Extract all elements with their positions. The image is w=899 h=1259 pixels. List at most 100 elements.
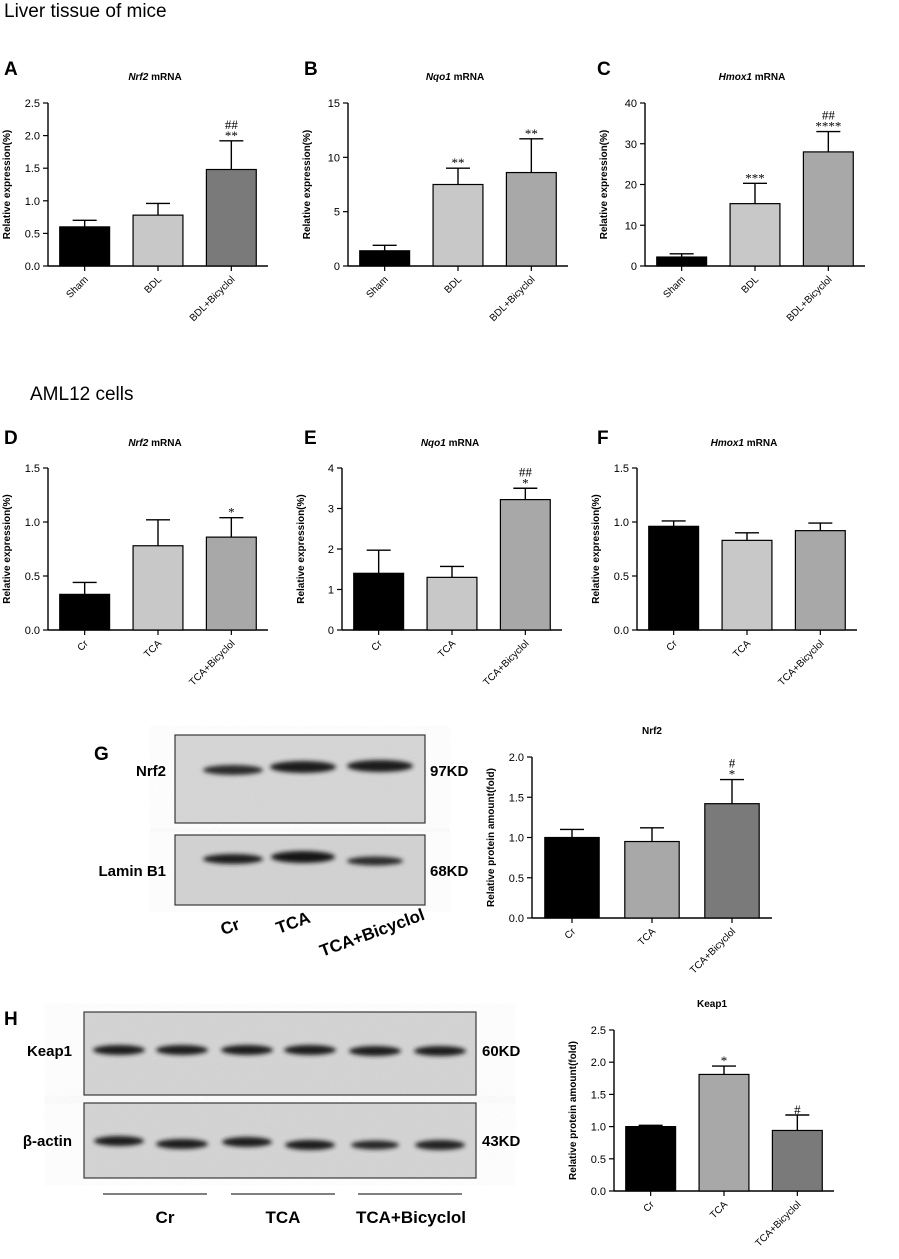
y-tick-label: 0.0 [614, 625, 629, 637]
chart-title-main: Nqo1 [421, 438, 446, 449]
x-tick-label: TCA+Bicyclol [688, 926, 738, 976]
y-tick-label: 0.5 [25, 228, 40, 240]
blot-band [415, 1140, 465, 1150]
bar [704, 803, 760, 919]
blot-band [347, 856, 403, 866]
chart-title-suffix: mRNA [148, 438, 181, 449]
blot-band [203, 854, 263, 864]
panel-letter-c: C [597, 59, 611, 80]
chart-title: Nqo1 mRNA [426, 72, 484, 83]
significance-marker: ## [822, 108, 836, 123]
blot-band [93, 1045, 145, 1055]
chart-title: Hmox1 mRNA [719, 72, 786, 83]
y-tick-label: 10 [328, 152, 340, 164]
bar [802, 151, 854, 267]
y-axis-label: Relative expression(%) [2, 130, 13, 240]
blot-size-label: 43KD [482, 1133, 521, 1150]
x-tick-label: Cr [370, 638, 386, 654]
y-tick-label: 1.0 [25, 196, 40, 208]
blot-strip-noise [84, 1012, 476, 1095]
bar [499, 498, 551, 631]
bar [205, 536, 257, 631]
x-tick-label: Cr [76, 638, 92, 654]
significance-marker: * [522, 475, 529, 490]
chart-title-main: Nrf2 [642, 726, 662, 737]
chart-panel-h: Keap1 Relative protein amount(fold) 0.0 0.5… [568, 999, 834, 1249]
blot-band [351, 1140, 399, 1150]
blot-category-label: Cr [218, 915, 243, 939]
chart-title: Nrf2 [642, 726, 662, 737]
blot-band [156, 1139, 208, 1149]
significance-marker: * [721, 1053, 728, 1068]
bar [721, 539, 773, 631]
x-tick-label: BDL [443, 274, 465, 296]
blot-row-label: Nrf2 [136, 763, 166, 780]
significance-marker: *** [745, 170, 765, 185]
blot-band [221, 1045, 273, 1055]
y-tick-label: 1.0 [509, 833, 524, 845]
bar [624, 840, 680, 919]
chart-panel-e: E Nqo1 mRNA Relative expression(%) 0 1 2 3 4 Cr T… [296, 428, 562, 688]
chart-panel-a: A Nrf2 mRNA Relative expression(%) 0.0 0.5 1.… [2, 59, 268, 324]
chart-title: Hmox1 mRNA [711, 438, 778, 449]
blot-band [271, 851, 335, 863]
western-blot-h: H Keap1 β-actin 60KD 43KD Cr TCA TCA+Bic… [4, 1009, 521, 1227]
bar [426, 576, 478, 631]
y-tick-label: 2.5 [591, 1025, 606, 1037]
blot-row-label: Keap1 [27, 1043, 72, 1060]
chart-title-main: Hmox1 [711, 438, 745, 449]
significance-marker: ## [225, 117, 239, 132]
y-tick-label: 0 [334, 261, 340, 273]
y-tick-label: 1.5 [591, 1089, 606, 1101]
blot-category-label: TCA+Bicyclol [356, 1208, 466, 1227]
bar [656, 256, 708, 267]
y-axis-label: Relative protein amount(fold) [486, 768, 497, 907]
blot-band [349, 1046, 401, 1056]
y-tick-label: 2.0 [25, 131, 40, 143]
y-axis-label: Relative expression(%) [2, 494, 13, 604]
bar [353, 572, 405, 631]
chart-panel-g: Nrf2 Relative protein amount(fold) 0.0 0.5 1… [486, 726, 772, 976]
y-tick-label: 0.5 [591, 1154, 606, 1166]
bar [505, 171, 557, 267]
significance-marker: ## [519, 464, 533, 479]
blot-band [414, 1046, 466, 1056]
blot-strip-noise [175, 835, 425, 905]
x-tick-label: TCA [436, 638, 458, 660]
x-tick-label: TCA+Bicyclol [753, 1199, 803, 1249]
y-axis-label: Relative protein amount(fold) [568, 1041, 579, 1180]
blot-band [347, 760, 413, 772]
y-tick-label: 0.5 [614, 571, 629, 583]
y-tick-label: 2.0 [591, 1057, 606, 1069]
blot-strip-noise [84, 1103, 476, 1178]
significance-marker: ** [225, 128, 238, 143]
blot-category-label: TCA+Bicyclol [317, 905, 427, 960]
bar [432, 183, 484, 267]
y-tick-label: 0.5 [25, 571, 40, 583]
panel-letter-d: D [4, 428, 18, 449]
bar [698, 1073, 750, 1192]
chart-title-main: Keap1 [697, 999, 727, 1010]
significance-marker: ** [525, 126, 538, 141]
blot-strip-noise [175, 735, 425, 823]
blot-band [94, 1136, 144, 1146]
chart-title: Nrf2 mRNA [128, 72, 181, 83]
y-tick-label: 40 [625, 98, 637, 110]
bar [59, 593, 111, 631]
blot-band [156, 1045, 208, 1055]
x-tick-label: TCA [636, 926, 658, 948]
chart-title: Keap1 [697, 999, 727, 1010]
chart-title-suffix: mRNA [446, 438, 479, 449]
x-tick-label: BDL+Bicyclol [188, 274, 238, 324]
y-axis-label: Relative expression(%) [302, 130, 313, 240]
significance-marker: **** [815, 119, 841, 134]
y-tick-label: 0.0 [25, 261, 40, 273]
chart-title-suffix: mRNA [744, 438, 777, 449]
blot-category-label: Cr [156, 1208, 175, 1227]
x-tick-label: TCA+Bicyclol [776, 638, 826, 688]
y-tick-label: 20 [625, 180, 637, 192]
y-tick-label: 5 [334, 207, 340, 219]
bar [729, 203, 781, 267]
y-tick-label: 0 [631, 261, 637, 273]
y-tick-label: 1.5 [509, 792, 524, 804]
